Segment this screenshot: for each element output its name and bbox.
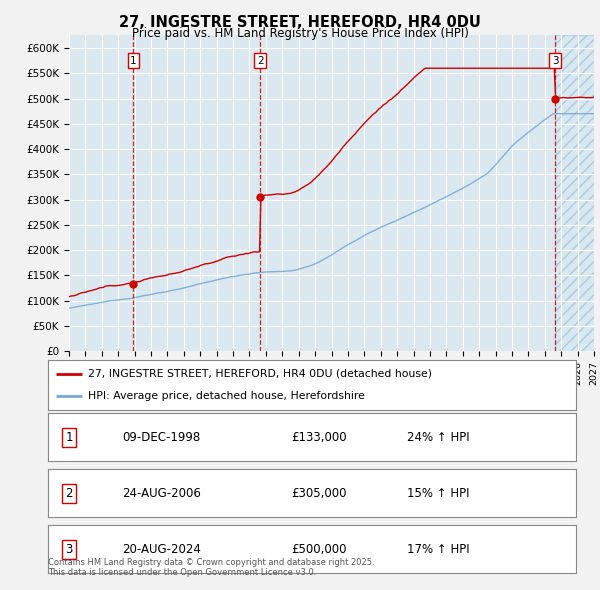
Text: 09-DEC-1998: 09-DEC-1998: [122, 431, 200, 444]
Text: 2: 2: [257, 55, 263, 65]
Text: 3: 3: [552, 55, 559, 65]
Text: 24% ↑ HPI: 24% ↑ HPI: [407, 431, 470, 444]
Text: Contains HM Land Registry data © Crown copyright and database right 2025.
This d: Contains HM Land Registry data © Crown c…: [48, 558, 374, 577]
Text: 24-AUG-2006: 24-AUG-2006: [122, 487, 201, 500]
Text: £305,000: £305,000: [291, 487, 346, 500]
Text: 17% ↑ HPI: 17% ↑ HPI: [407, 543, 470, 556]
Text: 20-AUG-2024: 20-AUG-2024: [122, 543, 201, 556]
Text: 27, INGESTRE STREET, HEREFORD, HR4 0DU (detached house): 27, INGESTRE STREET, HEREFORD, HR4 0DU (…: [88, 369, 431, 379]
Text: £133,000: £133,000: [291, 431, 347, 444]
Text: 1: 1: [65, 431, 73, 444]
Text: £500,000: £500,000: [291, 543, 346, 556]
Text: 3: 3: [65, 543, 73, 556]
Text: Price paid vs. HM Land Registry's House Price Index (HPI): Price paid vs. HM Land Registry's House …: [131, 27, 469, 40]
Text: HPI: Average price, detached house, Herefordshire: HPI: Average price, detached house, Here…: [88, 391, 364, 401]
Bar: [555, 35, 594, 351]
Text: 15% ↑ HPI: 15% ↑ HPI: [407, 487, 470, 500]
Text: 1: 1: [130, 55, 137, 65]
Text: 27, INGESTRE STREET, HEREFORD, HR4 0DU: 27, INGESTRE STREET, HEREFORD, HR4 0DU: [119, 15, 481, 30]
Text: 2: 2: [65, 487, 73, 500]
